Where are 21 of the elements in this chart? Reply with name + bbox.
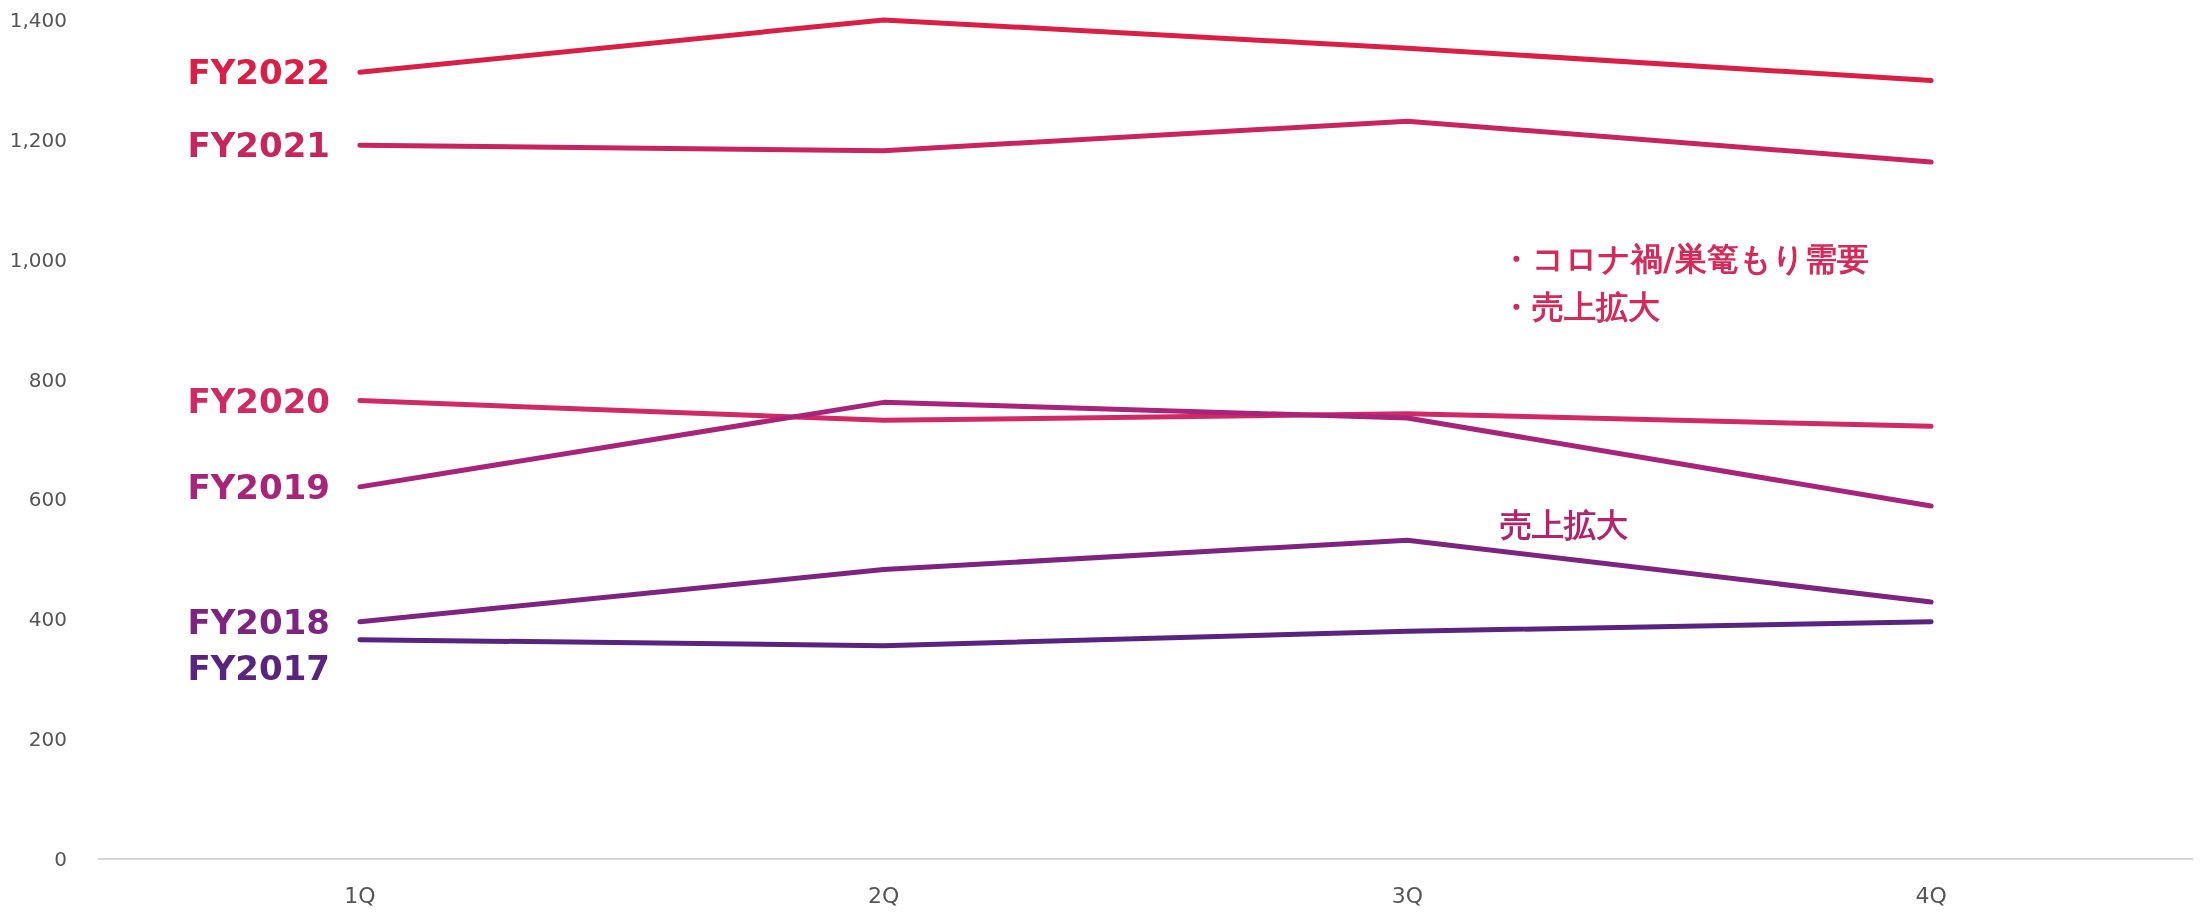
annotation: ・コロナ禍/巣篭もり需要 xyxy=(1500,240,1869,278)
y-tick-label: 1,000 xyxy=(9,247,67,272)
series-label: FY2021 xyxy=(187,125,330,166)
y-tick-label: 1,200 xyxy=(9,127,67,152)
annotation: 売上拡大 xyxy=(1500,506,1628,544)
series-label: FY2022 xyxy=(187,52,330,93)
series-label: FY2019 xyxy=(187,466,330,507)
series-label: FY2018 xyxy=(187,601,330,642)
y-tick-label: 1,400 xyxy=(9,8,67,32)
annotation: ・売上拡大 xyxy=(1500,288,1660,326)
x-tick-label: 1Q xyxy=(344,883,376,908)
x-tick-label: 3Q xyxy=(1391,883,1424,908)
y-tick-label: 0 xyxy=(54,847,67,871)
y-tick-label: 200 xyxy=(28,727,67,752)
series-label: FY2020 xyxy=(187,380,330,421)
series-label: FY2017 xyxy=(187,647,330,688)
y-tick-label: 400 xyxy=(28,607,67,632)
y-tick-label: 600 xyxy=(28,487,67,512)
x-tick-label: 4Q xyxy=(1915,883,1947,908)
x-tick-label: 2Q xyxy=(867,883,900,908)
y-tick-label: 800 xyxy=(28,367,67,392)
